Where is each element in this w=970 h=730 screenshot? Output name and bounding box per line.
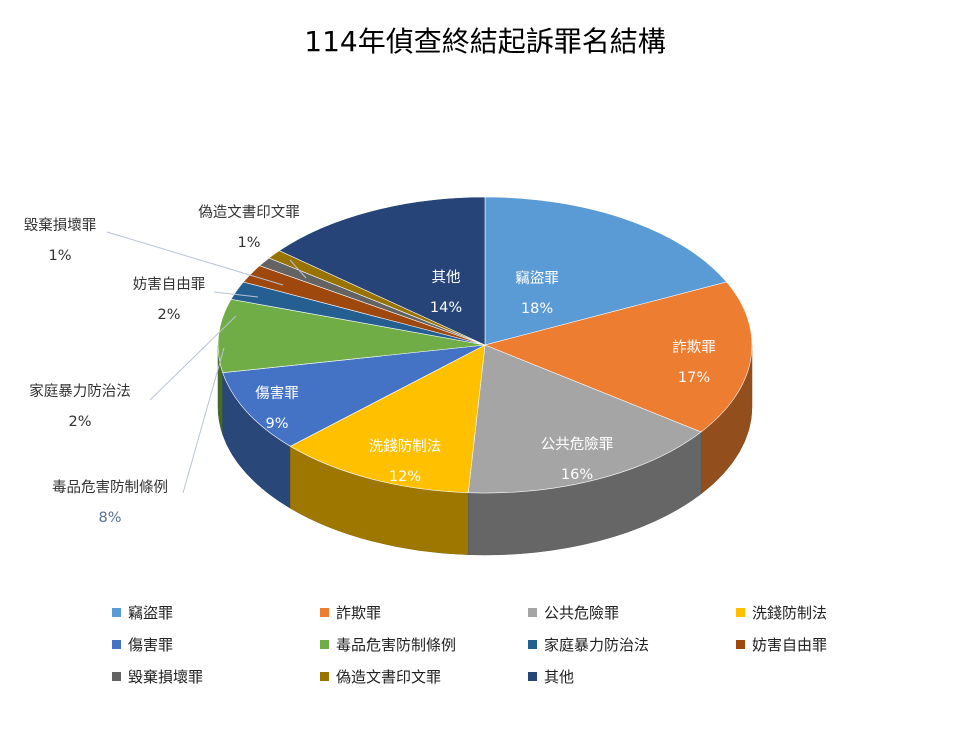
legend-label-9: 偽造文書印文罪 — [336, 668, 442, 686]
pie-slice-3 — [289, 344, 486, 494]
pie-slice-0 — [484, 196, 728, 346]
legend-item-10: 其他 — [528, 666, 574, 687]
legend-label-3: 洗錢防制法 — [752, 604, 828, 622]
legend-label-4: 傷害罪 — [128, 636, 174, 654]
legend-item-3: 洗錢防制法 — [736, 602, 827, 623]
data-label-name-0: 竊盜罪 — [515, 270, 559, 287]
data-label-name-4: 傷害罪 — [255, 385, 299, 402]
data-label-value-10: 14% — [430, 300, 462, 316]
legend-item-2: 公共危險罪 — [528, 602, 619, 623]
legend-swatch-6 — [528, 640, 537, 649]
legend-label-6: 家庭暴力防治法 — [544, 636, 650, 654]
pie-slice-10 — [278, 196, 486, 346]
data-label-name-9: 偽造文書印文罪 — [198, 204, 300, 221]
pie-slice-5 — [217, 298, 486, 374]
leader-line-5 — [182, 347, 225, 494]
legend-item-5: 毒品危害防制條例 — [320, 634, 456, 655]
legend-swatch-1 — [320, 608, 329, 617]
legend-label-10: 其他 — [544, 668, 575, 686]
data-label-value-0: 18% — [521, 301, 553, 317]
legend-swatch-2 — [528, 608, 537, 617]
legend-item-7: 妨害自由罪 — [736, 634, 827, 655]
data-label-name-7: 妨害自由罪 — [133, 276, 206, 293]
data-label-value-2: 16% — [561, 467, 593, 483]
data-label-name-1: 詐欺罪 — [672, 339, 716, 356]
legend-swatch-7 — [736, 640, 745, 649]
legend-item-6: 家庭暴力防治法 — [528, 634, 649, 655]
legend-swatch-0 — [112, 608, 121, 617]
data-label-name-3: 洗錢防制法 — [369, 437, 442, 455]
legend-swatch-8 — [112, 672, 121, 681]
legend-label-5: 毒品危害防制條例 — [336, 636, 457, 654]
data-label-name-5: 毒品危害防制條例 — [52, 479, 168, 496]
pie-slice-4 — [222, 344, 486, 447]
legend-swatch-4 — [112, 640, 121, 649]
legend-item-0: 竊盜罪 — [112, 602, 173, 623]
data-label-name-2: 公共危險罪 — [541, 436, 614, 453]
data-label-value-1: 17% — [678, 370, 710, 386]
legend-label-2: 公共危險罪 — [544, 604, 620, 622]
data-label-value-4: 9% — [265, 416, 288, 432]
legend-label-8: 毀棄損壞罪 — [128, 668, 204, 686]
pie-chart: 竊盜罪 18% 詐欺罪 17% 公共危險罪 16% 洗錢防制法 12% 傷害罪 9% 其他 14% 毒品… — [24, 196, 753, 556]
legend-swatch-10 — [528, 672, 537, 681]
pie-slice-2 — [467, 344, 702, 494]
data-label-value-7: 2% — [157, 307, 180, 323]
data-label-name-10: 其他 — [432, 269, 461, 286]
legend-item-8: 毀棄損壞罪 — [112, 666, 203, 687]
chart-title: 114年偵查終結起訴罪名結構 — [304, 25, 666, 58]
leader-line-6 — [149, 315, 237, 401]
legend-label-0: 竊盜罪 — [128, 604, 174, 622]
data-label-name-8: 毀棄損壞罪 — [24, 216, 97, 234]
data-label-value-9: 1% — [237, 235, 260, 251]
data-label-value-3: 12% — [389, 469, 421, 485]
legend-label-7: 妨害自由罪 — [752, 636, 828, 654]
legend-label-1: 詐欺罪 — [336, 604, 382, 622]
legend-item-4: 傷害罪 — [112, 634, 173, 655]
data-label-value-8: 1% — [48, 248, 71, 264]
leader-line-7 — [213, 291, 259, 298]
legend-swatch-9 — [320, 672, 329, 681]
leader-line-8 — [106, 231, 284, 286]
data-label-name-6: 家庭暴力防治法 — [29, 383, 131, 400]
data-label-value-6: 2% — [68, 414, 91, 430]
legend-item-9: 偽造文書印文罪 — [320, 666, 441, 687]
legend-swatch-3 — [736, 608, 745, 617]
pie-slice-1 — [484, 281, 753, 433]
legend-swatch-5 — [320, 640, 329, 649]
legend-item-1: 詐欺罪 — [320, 602, 381, 623]
leader-line-9 — [289, 259, 307, 279]
data-label-value-5: 8% — [98, 510, 121, 526]
